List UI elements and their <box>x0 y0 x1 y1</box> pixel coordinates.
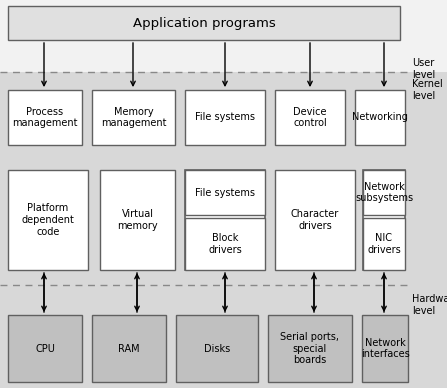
Bar <box>363 170 405 270</box>
Bar <box>0 0 447 72</box>
Text: Hardware
level: Hardware level <box>412 294 447 315</box>
Bar <box>8 170 88 270</box>
Bar <box>275 90 345 145</box>
Text: Application programs: Application programs <box>133 17 275 29</box>
Bar <box>92 315 166 382</box>
Text: Device
control: Device control <box>293 107 327 128</box>
Text: Network
interfaces: Network interfaces <box>361 338 409 359</box>
Bar <box>185 170 265 215</box>
Text: Memory
management: Memory management <box>101 107 166 128</box>
Text: File systems: File systems <box>195 113 255 123</box>
Text: Block
drivers: Block drivers <box>208 233 242 255</box>
Text: Disks: Disks <box>204 343 230 353</box>
Bar <box>8 6 400 40</box>
Text: Serial ports,
special
boards: Serial ports, special boards <box>281 332 340 365</box>
Bar <box>268 315 352 382</box>
Text: User
level: User level <box>412 58 435 80</box>
Bar <box>185 218 265 270</box>
Text: Network
subsystems: Network subsystems <box>355 182 413 203</box>
Bar <box>8 315 82 382</box>
Text: Kernel
level: Kernel level <box>412 79 443 100</box>
Bar <box>185 90 265 145</box>
Bar <box>363 218 405 270</box>
Text: Platform
dependent
code: Platform dependent code <box>21 203 75 237</box>
Text: File systems: File systems <box>195 187 255 197</box>
Text: NIC
drivers: NIC drivers <box>367 233 401 255</box>
Text: Character
drivers: Character drivers <box>291 209 339 231</box>
Bar <box>176 315 258 382</box>
Bar <box>275 170 355 270</box>
Bar <box>185 170 265 270</box>
Text: Virtual
memory: Virtual memory <box>117 209 158 231</box>
Text: Networking: Networking <box>352 113 408 123</box>
Bar <box>100 170 175 270</box>
Bar <box>363 170 405 215</box>
Text: Process
management: Process management <box>12 107 78 128</box>
Text: CPU: CPU <box>35 343 55 353</box>
Text: RAM: RAM <box>118 343 140 353</box>
Bar <box>8 90 82 145</box>
Bar <box>362 315 408 382</box>
Bar <box>355 90 405 145</box>
Bar <box>92 90 175 145</box>
